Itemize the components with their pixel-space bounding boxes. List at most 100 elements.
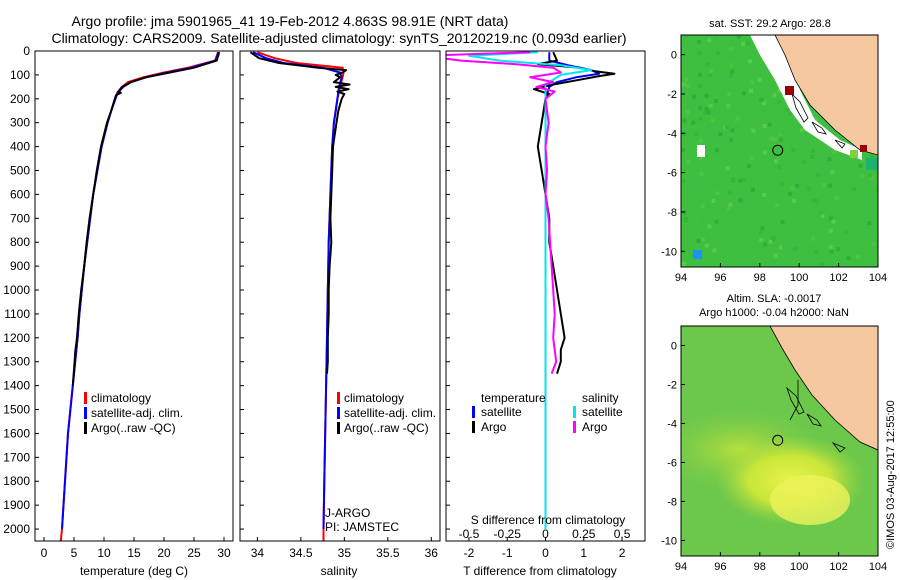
y-tick-label: 1000 — [3, 283, 30, 297]
sst-pixel — [725, 166, 730, 171]
sst-pixel — [691, 120, 696, 125]
sst-pixel — [729, 137, 734, 142]
sst-pixel — [762, 150, 767, 155]
sst-pixel — [819, 164, 824, 169]
series-line-climatology — [257, 51, 345, 541]
x-tick-label: 36 — [425, 546, 439, 560]
sst-pixel — [829, 249, 834, 254]
sst-pixel — [710, 118, 715, 123]
legend-label-argo: Argo(..raw -QC) — [91, 421, 176, 435]
sst-pixel — [699, 171, 704, 176]
sst-no-data-pixel — [697, 145, 705, 157]
sst-pixel — [785, 157, 790, 162]
sst-pixel — [726, 206, 731, 211]
y-tick-label: 200 — [10, 92, 30, 106]
sst-pixel — [705, 125, 710, 130]
sst-pixel — [779, 245, 784, 250]
x-tick-label: 1 — [580, 546, 587, 560]
salinity-annotation-program: J-ARGO — [325, 506, 370, 520]
sst-pixel — [811, 149, 816, 153]
map-y-tick-label: -6 — [667, 168, 677, 180]
legend-swatch-t-argo — [472, 421, 475, 433]
sst-pixel — [740, 41, 745, 46]
sst-pixel — [858, 163, 863, 168]
sst-pixel — [828, 216, 833, 221]
sla-map-subtitle: Argo h1000: -0.04 h2000: NaN — [699, 307, 849, 319]
sst-pixel — [714, 98, 718, 103]
legend-swatch-satellite — [84, 407, 87, 419]
sst-pixel — [692, 94, 697, 99]
sst-pixel — [831, 219, 836, 224]
difference-panel: -2 -1 0 1 2 -0.5 -0.25 0 0.25 0.5 S difference fr… — [445, 50, 646, 578]
sst-pixel — [718, 132, 723, 137]
s-tick-label: 0.25 — [572, 527, 596, 541]
sst-pixel — [823, 171, 828, 176]
sst-pixel — [707, 73, 712, 78]
salinity-legend: climatology satellite-adj. clim. Argo(..… — [337, 391, 436, 435]
sst-pixel — [686, 159, 691, 164]
legend-swatch-s-satellite — [573, 406, 576, 418]
sst-pixel — [727, 190, 732, 195]
x-tick-label: 15 — [127, 546, 141, 560]
map-x-tick-label: 98 — [754, 561, 766, 573]
figure-subtitle: Climatology: CARS2009. Satellite-adjuste… — [51, 30, 626, 46]
sst-pixel — [792, 198, 797, 203]
sst-pixel — [750, 80, 754, 85]
sst-pixel — [743, 227, 747, 232]
sst-pixel — [708, 103, 713, 108]
y-tick-label: 1600 — [3, 426, 30, 440]
y-tick-label: 300 — [10, 116, 30, 130]
legend-label-satellite: satellite-adj. clim. — [91, 406, 183, 420]
sst-pixel — [867, 221, 872, 226]
sst-pixel — [830, 170, 835, 175]
sst-pixel — [814, 202, 819, 207]
sst-pixel — [751, 128, 756, 133]
y-tick-label: 1500 — [3, 403, 30, 417]
sst-pixel — [751, 52, 756, 57]
sst-pixel — [705, 62, 710, 67]
map-y-tick-label: -4 — [667, 418, 677, 430]
map-x-tick-label: 96 — [714, 561, 726, 573]
sst-pixel — [682, 118, 687, 123]
sst-pixel — [850, 150, 858, 158]
sst-pixel — [730, 69, 735, 74]
sst-pixel — [690, 252, 695, 257]
legend-swatch-s-argo — [573, 421, 576, 433]
sst-pixel — [773, 137, 778, 142]
sst-pixel — [870, 176, 875, 181]
sst-pixel — [728, 202, 733, 207]
sst-pixel — [788, 191, 793, 196]
sst-pixel — [777, 165, 782, 170]
sst-pixel — [771, 259, 776, 264]
map-y-tick-label: -10 — [661, 246, 677, 258]
sst-pixel — [729, 46, 733, 51]
sst-pixel — [828, 228, 833, 233]
salinity-series — [249, 51, 351, 541]
legend-label-t-satellite: satellite — [481, 405, 522, 419]
sst-pixel — [714, 148, 719, 153]
sst-pixel — [802, 160, 806, 165]
sst-pixel — [707, 224, 712, 229]
map-x-tick-label: 98 — [754, 272, 766, 284]
map-x-tick-label: 94 — [675, 561, 687, 573]
sst-pixel — [729, 63, 734, 68]
map-x-tick-label: 102 — [829, 561, 847, 573]
sst-pixel — [828, 183, 833, 188]
map-y-tick-label: -10 — [661, 535, 677, 547]
sst-hot-pixel — [860, 145, 867, 152]
sst-pixel — [870, 154, 874, 159]
legend-label-argo: Argo(..raw -QC) — [344, 421, 429, 435]
sla-map-axes: 94 96 98 100 102 104 0 -2 -4 -6 -8 -10 — [661, 340, 887, 573]
sst-pixel — [799, 128, 804, 133]
sst-pixel — [822, 183, 827, 188]
sst-pixel — [700, 215, 705, 220]
y-tick-label: 800 — [10, 235, 30, 249]
sst-pixel — [681, 148, 685, 152]
y-tick-label: 1100 — [4, 307, 30, 321]
coastline — [789, 380, 799, 421]
y-tick-label: 400 — [10, 140, 30, 154]
sst-pixel — [708, 122, 713, 127]
x-tick-label: 0 — [542, 546, 549, 560]
s-tick-label: -0.25 — [494, 527, 522, 541]
